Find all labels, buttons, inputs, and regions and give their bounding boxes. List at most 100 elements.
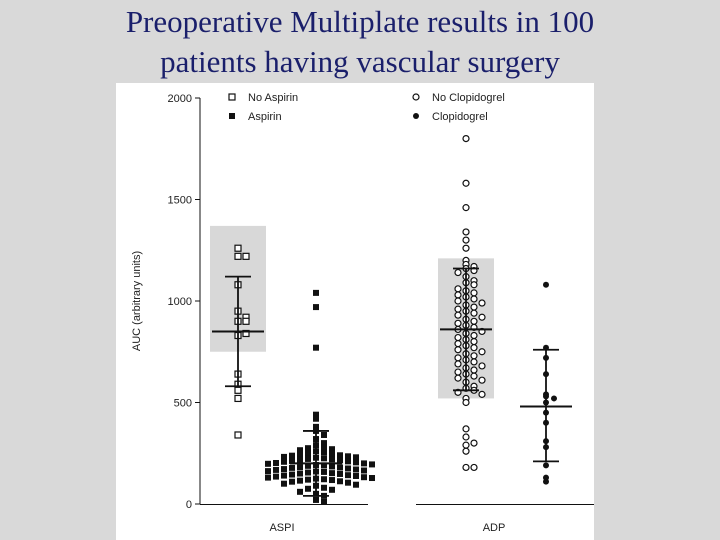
data-point [462,236,470,244]
data-point [273,459,279,466]
data-point [289,478,295,485]
data-point [321,440,327,447]
data-point [470,366,478,374]
data-point [234,244,242,252]
data-point [265,468,271,475]
data-point [305,462,311,469]
data-point [337,452,343,459]
data-point [281,458,287,465]
data-point [345,472,351,479]
data-point [321,455,327,462]
data-point [478,348,486,356]
data-point [454,368,462,376]
data-point [353,459,359,466]
data-point [345,458,351,465]
data-point [345,465,351,472]
data-point [462,447,470,455]
y-axis-label: AUC (arbitrary units) [131,251,143,351]
data-point [289,471,295,478]
legend-label: No Aspirin [248,92,298,104]
data-point [297,470,303,477]
data-point [454,311,462,319]
data-point [345,453,351,460]
data-point [313,304,319,311]
data-point [454,291,462,299]
data-point [242,252,250,260]
data-point [337,464,343,471]
data-point [454,346,462,354]
data-point [321,484,327,491]
data-point [454,374,462,382]
data-point [353,481,359,488]
data-point [289,452,295,459]
data-point [329,477,335,484]
data-point [329,450,335,457]
data-point [281,472,287,479]
slide-title-line-1: Preoperative Multiplate results in 100 [125,4,595,39]
data-point [478,376,486,384]
data-point [281,480,287,487]
data-point [321,444,327,451]
legend-label: Clopidogrel [432,111,488,123]
legend-marker [412,93,420,101]
data-point [470,281,478,289]
data-point [281,453,287,460]
data-point [470,303,478,311]
data-point [470,317,478,325]
data-point [329,446,335,453]
data-point [470,439,478,447]
data-point [297,456,303,463]
data-point [313,423,319,430]
data-point [273,466,279,473]
legend-marker [413,113,419,119]
data-point [321,462,327,469]
data-point [470,331,478,340]
data-point [361,474,367,481]
data-point [329,470,335,477]
data-point [321,498,327,505]
x-axis-label: ASPI [269,522,294,534]
data-point [281,466,287,473]
data-point [551,395,557,402]
data-point [321,449,327,456]
y-tick-label: 1000 [168,296,192,308]
slide-title-line-2: patients having vascular surgery [160,44,560,79]
data-point [305,485,311,492]
data-point [462,441,470,449]
data-point [543,462,549,469]
data-point [297,451,303,458]
data-point [361,460,367,467]
data-point [454,340,462,348]
data-point [462,134,470,143]
data-point [454,360,462,368]
data-point [345,479,351,486]
data-point [313,496,319,503]
data-point [337,478,343,485]
data-point [313,411,319,418]
data-point [478,313,486,321]
data-point [470,344,478,352]
data-point [454,268,462,277]
data-point [454,354,462,362]
data-point [321,431,327,438]
data-point [289,464,295,471]
data-point [321,468,327,475]
data-point [329,463,335,470]
data-point [305,450,311,457]
y-tick-label: 0 [186,499,192,511]
data-point [289,457,295,464]
legend-marker [229,113,235,119]
data-point [329,486,335,493]
data-point [478,390,486,398]
chart-panel: 0 500 1000 1500 2000 AUC (arbitrary units) ASP… [116,83,594,540]
data-point [470,463,478,472]
data-point [470,358,478,366]
data-point [462,228,470,236]
data-point [462,244,470,252]
data-point [462,204,470,212]
data-point [234,386,242,394]
data-point [462,433,470,441]
data-point [305,476,311,483]
data-point [297,488,303,495]
data-point [297,447,303,454]
